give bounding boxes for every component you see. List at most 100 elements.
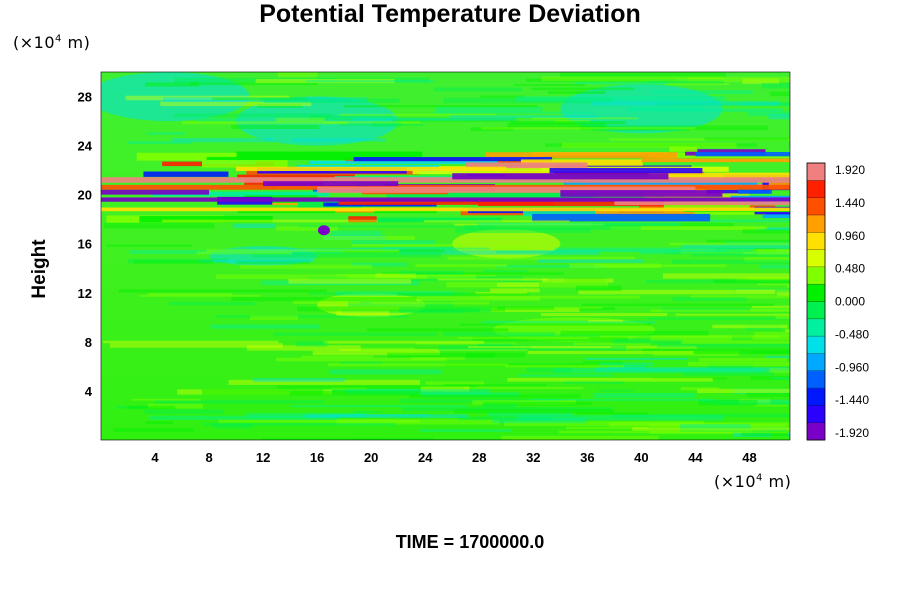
- x-tick-label: 44: [688, 450, 703, 465]
- field-streak: [768, 114, 790, 120]
- field-streak: [742, 229, 790, 234]
- field-streak: [334, 291, 454, 296]
- field-streak: [755, 228, 790, 231]
- colorbar-swatch: [807, 249, 825, 268]
- field-streak: [682, 244, 790, 249]
- field-streak: [331, 387, 367, 390]
- field-streak: [750, 375, 790, 381]
- field-streak: [612, 338, 684, 344]
- field-streak: [257, 103, 303, 108]
- field-band: [317, 186, 696, 193]
- field-streak: [371, 121, 402, 127]
- field-streak: [239, 264, 372, 269]
- field-band: [560, 190, 723, 197]
- field-streak: [275, 117, 325, 122]
- field-streak: [746, 325, 782, 331]
- field-streak: [531, 87, 635, 91]
- field-streak: [336, 419, 500, 425]
- field-streak: [148, 293, 233, 296]
- field-streak: [733, 432, 772, 437]
- field-streak: [246, 345, 361, 351]
- field-streak: [259, 249, 289, 254]
- field-streak: [143, 171, 229, 177]
- field-streak: [555, 120, 591, 123]
- field-streak: [464, 225, 641, 230]
- field-streak: [113, 428, 194, 432]
- field-streak: [750, 307, 790, 312]
- field-streak: [454, 223, 605, 226]
- field-streak: [129, 250, 343, 254]
- field-streak: [574, 81, 669, 85]
- field-streak: [323, 340, 484, 344]
- field-streak: [724, 241, 790, 246]
- field-streak: [750, 350, 790, 354]
- field-streak: [675, 313, 790, 316]
- field-streak: [575, 285, 622, 291]
- field-streak: [475, 291, 528, 295]
- field-streak: [497, 306, 555, 310]
- field-streak: [398, 270, 463, 276]
- colorbar-swatch: [807, 301, 825, 320]
- x-tick-label: 48: [742, 450, 756, 465]
- colorbar-tick-label: 0.000: [835, 295, 865, 309]
- field-streak: [762, 213, 790, 219]
- field-streak: [329, 369, 442, 375]
- field-streak: [698, 399, 758, 406]
- field-streak: [128, 141, 192, 144]
- field-streak: [151, 191, 330, 197]
- field-streak: [443, 332, 556, 336]
- field-streak: [531, 117, 639, 120]
- field-streak: [650, 309, 790, 312]
- y-tick-label: 12: [78, 286, 92, 301]
- field-streak: [492, 417, 587, 424]
- field-streak: [172, 138, 274, 143]
- field-streak: [687, 76, 790, 83]
- field-streak: [484, 152, 678, 159]
- field-streak: [576, 412, 649, 415]
- field-streak: [648, 423, 787, 428]
- field-streak: [490, 288, 540, 293]
- field-streak: [308, 292, 467, 295]
- field-streak: [715, 402, 790, 405]
- field-streak: [309, 115, 393, 121]
- field-streak: [436, 106, 543, 112]
- field-streak: [480, 95, 524, 98]
- field-streak: [212, 97, 307, 101]
- field-streak: [510, 121, 627, 125]
- colorbar-swatch: [807, 180, 825, 198]
- field-streak: [206, 156, 414, 161]
- field-streak: [443, 384, 547, 387]
- x-tick-label: 20: [364, 450, 378, 465]
- y-tick-label: 28: [78, 90, 92, 105]
- field-streak: [765, 355, 790, 359]
- field-streak: [323, 235, 386, 241]
- field-streak: [554, 247, 754, 252]
- colorbar-swatch: [807, 422, 825, 441]
- field-streak: [277, 385, 476, 389]
- field-streak: [292, 300, 360, 304]
- colorbar-tick-label: -0.480: [835, 327, 869, 341]
- field-streak: [160, 101, 312, 107]
- field-blob: [317, 292, 426, 318]
- field-streak: [560, 330, 709, 336]
- field-streak: [612, 439, 790, 440]
- field-streak: [322, 235, 415, 241]
- field-streak: [468, 346, 611, 349]
- field-streak: [538, 259, 644, 263]
- field-streak: [399, 307, 492, 313]
- field-streak: [423, 220, 570, 223]
- field-streak: [579, 125, 768, 131]
- field-streak: [340, 361, 382, 365]
- field-streak: [482, 270, 529, 273]
- field-streak: [507, 122, 607, 128]
- x-tick-label: 24: [418, 450, 433, 465]
- x-tick-label: 40: [634, 450, 648, 465]
- field-streak: [300, 355, 374, 358]
- colorbar-swatch: [807, 197, 825, 216]
- field-streak: [744, 433, 790, 436]
- field-streak: [103, 222, 215, 229]
- field-streak: [200, 259, 314, 263]
- field-streak: [231, 124, 320, 129]
- field-streak: [343, 105, 538, 108]
- field-streak: [478, 198, 673, 207]
